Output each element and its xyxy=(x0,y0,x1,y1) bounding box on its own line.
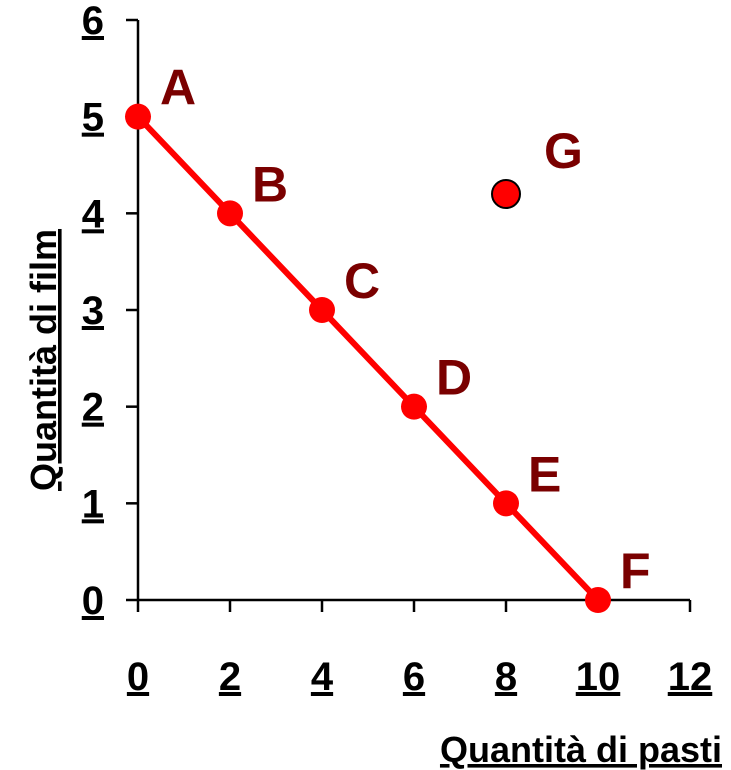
x-tick-label: 10 xyxy=(576,655,621,699)
point-A xyxy=(125,103,151,130)
point-label-A: A xyxy=(160,60,196,116)
y-tick-label: 6 xyxy=(82,0,104,43)
y-tick-label: 1 xyxy=(82,482,104,526)
point-label-C: C xyxy=(344,253,380,309)
point-C xyxy=(309,297,335,323)
point-B xyxy=(217,200,243,227)
y-axis-title: Quantità di film xyxy=(23,229,64,491)
y-tick-label: 0 xyxy=(82,579,104,623)
x-tick-label: 2 xyxy=(219,655,241,699)
series-line xyxy=(135,114,601,603)
x-tick-label: 4 xyxy=(311,655,334,699)
point-label-D: D xyxy=(436,350,472,406)
point-label-E: E xyxy=(528,446,561,502)
y-tick-label: 4 xyxy=(82,192,105,236)
point-E xyxy=(493,490,519,517)
point-label-F: F xyxy=(620,543,651,599)
axes xyxy=(136,20,690,602)
x-tick-label: 6 xyxy=(403,655,425,699)
point-D xyxy=(401,393,427,420)
y-tick-label: 5 xyxy=(82,96,104,140)
point-G xyxy=(491,179,521,209)
point-label-B: B xyxy=(252,156,288,212)
point-label-G: G xyxy=(544,123,583,179)
y-tick-label: 2 xyxy=(82,386,104,430)
series-1: G xyxy=(491,123,583,209)
x-tick-label: 0 xyxy=(127,655,149,699)
x-axis-title: Quantità di pasti xyxy=(440,729,722,770)
x-tick-label: 12 xyxy=(668,655,713,699)
point-F xyxy=(585,587,611,613)
x-tick-label: 8 xyxy=(495,655,517,699)
y-tick-label: 3 xyxy=(82,289,104,333)
